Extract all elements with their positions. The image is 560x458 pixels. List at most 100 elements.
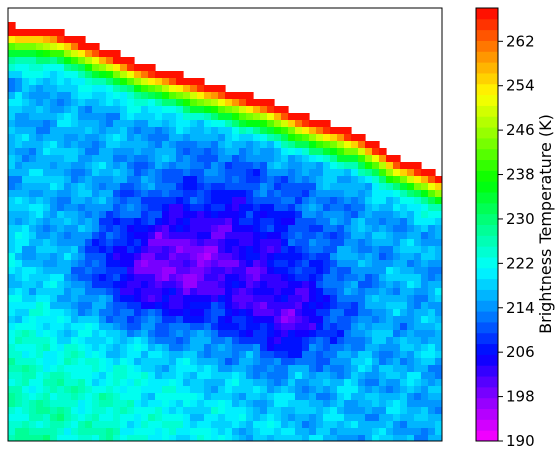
contour-cell bbox=[428, 225, 436, 233]
contour-cell bbox=[43, 183, 51, 191]
contour-cell bbox=[211, 267, 219, 275]
contour-cell bbox=[8, 71, 16, 79]
contour-cell bbox=[64, 232, 72, 240]
contour-cell bbox=[113, 302, 121, 310]
contour-cell bbox=[295, 344, 303, 352]
contour-cell bbox=[274, 407, 282, 415]
contour-cell bbox=[71, 344, 79, 352]
contour-cell bbox=[169, 183, 177, 191]
contour-cell bbox=[106, 316, 114, 324]
contour-cell bbox=[421, 246, 429, 254]
contour-cell bbox=[183, 435, 191, 441]
contour-cell bbox=[323, 435, 331, 441]
contour-cell bbox=[421, 379, 429, 387]
contour-cell bbox=[8, 218, 16, 226]
contour-cell bbox=[428, 351, 436, 359]
contour-cell bbox=[71, 232, 79, 240]
contour-cell bbox=[197, 288, 205, 296]
contour-cell bbox=[393, 421, 401, 429]
contour-cell bbox=[323, 225, 331, 233]
contour-cell bbox=[302, 134, 310, 142]
contour-cell bbox=[162, 225, 170, 233]
contour-cell bbox=[407, 421, 415, 429]
contour-cell bbox=[225, 239, 233, 247]
contour-cell bbox=[309, 407, 317, 415]
contour-cell bbox=[85, 225, 93, 233]
contour-cell bbox=[78, 260, 86, 268]
contour-cell bbox=[43, 386, 51, 394]
contour-cell bbox=[393, 302, 401, 310]
contour-cell bbox=[176, 239, 184, 247]
contour-cell bbox=[8, 211, 16, 219]
contour-cell bbox=[218, 92, 226, 100]
contour-cell bbox=[57, 393, 65, 401]
contour-cell bbox=[57, 414, 65, 422]
contour-cell bbox=[78, 428, 86, 436]
contour-cell bbox=[64, 85, 72, 93]
contour-cell bbox=[358, 253, 366, 261]
contour-cell bbox=[134, 393, 142, 401]
contour-cell bbox=[428, 386, 436, 394]
contour-cell bbox=[400, 344, 408, 352]
contour-cell bbox=[183, 386, 191, 394]
contour-cell bbox=[330, 218, 338, 226]
contour-cell bbox=[414, 323, 422, 331]
contour-cell bbox=[162, 232, 170, 240]
contour-cell bbox=[344, 302, 352, 310]
contour-cell bbox=[176, 358, 184, 366]
contour-cell bbox=[15, 190, 23, 198]
contour-cell bbox=[120, 337, 128, 345]
contour-cell bbox=[302, 428, 310, 436]
contour-cell bbox=[176, 379, 184, 387]
contour-cell bbox=[155, 274, 163, 282]
contour-cell bbox=[141, 183, 149, 191]
contour-cell bbox=[50, 344, 58, 352]
contour-cell bbox=[379, 169, 387, 177]
contour-cell bbox=[176, 344, 184, 352]
contour-cell bbox=[64, 295, 72, 303]
contour-cell bbox=[267, 183, 275, 191]
contour-cell bbox=[225, 92, 233, 100]
contour-cell bbox=[239, 379, 247, 387]
contour-cell bbox=[106, 267, 114, 275]
contour-cell bbox=[43, 372, 51, 380]
contour-cell bbox=[393, 169, 401, 177]
contour-cell bbox=[22, 134, 30, 142]
contour-cell bbox=[351, 134, 359, 142]
contour-cell bbox=[358, 386, 366, 394]
contour-cell bbox=[113, 281, 121, 289]
contour-cell bbox=[127, 393, 135, 401]
contour-cell bbox=[267, 225, 275, 233]
contour-cell bbox=[113, 197, 121, 205]
contour-cell bbox=[113, 134, 121, 142]
contour-cell bbox=[162, 337, 170, 345]
contour-cell bbox=[155, 106, 163, 114]
contour-cell bbox=[148, 288, 156, 296]
contour-cell bbox=[22, 190, 30, 198]
contour-cell bbox=[218, 337, 226, 345]
contour-cell bbox=[281, 183, 289, 191]
contour-cell bbox=[330, 309, 338, 317]
contour-cell bbox=[260, 183, 268, 191]
contour-cell bbox=[183, 120, 191, 128]
contour-cell bbox=[358, 407, 366, 415]
contour-cell bbox=[50, 106, 58, 114]
contour-cell bbox=[85, 400, 93, 408]
contour-cell bbox=[386, 365, 394, 373]
contour-cell bbox=[169, 99, 177, 107]
contour-cell bbox=[127, 176, 135, 184]
contour-cell bbox=[323, 372, 331, 380]
contour-cell bbox=[155, 239, 163, 247]
contour-cell bbox=[372, 260, 380, 268]
contour-cell bbox=[148, 260, 156, 268]
contour-cell bbox=[232, 386, 240, 394]
contour-cell bbox=[414, 351, 422, 359]
contour-cell bbox=[428, 323, 436, 331]
contour-cell bbox=[358, 204, 366, 212]
contour-cell bbox=[92, 85, 100, 93]
contour-cell bbox=[85, 169, 93, 177]
contour-cell bbox=[99, 141, 107, 149]
contour-cell bbox=[239, 211, 247, 219]
contour-cell bbox=[29, 92, 37, 100]
contour-cell bbox=[204, 106, 212, 114]
